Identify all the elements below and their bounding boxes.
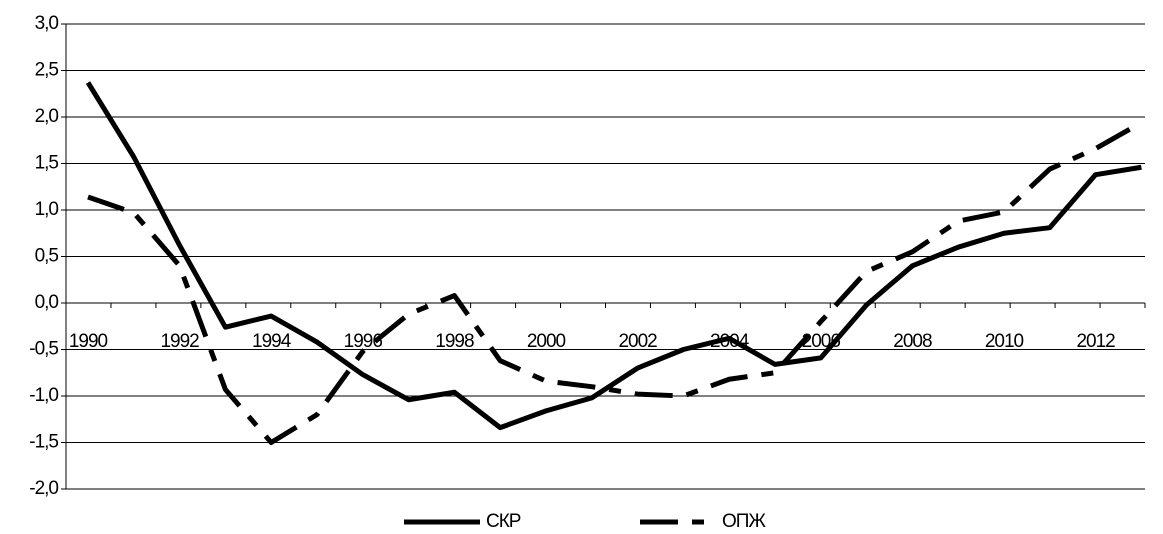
y-tick-label: 3,0 (35, 13, 59, 34)
legend-label: ОПЖ (722, 511, 766, 532)
x-tick-label: 1990 (69, 331, 108, 352)
y-tick-label: 0,0 (35, 292, 59, 313)
series-line (87, 120, 1143, 445)
y-tick-label: 2,0 (35, 106, 59, 127)
y-tick-label: 0,5 (35, 246, 59, 267)
y-tick-label: 1,5 (35, 153, 59, 174)
series-line (85, 81, 1142, 431)
x-tick-label: 2008 (893, 331, 932, 352)
x-tick-label: 2012 (1076, 331, 1115, 352)
x-tick-label: 1996 (344, 331, 383, 352)
y-tick-label: -2,0 (29, 478, 58, 499)
x-tick-label: 2002 (618, 331, 657, 352)
x-tick-label: 1998 (435, 331, 474, 352)
legend-label: СКР (486, 511, 521, 532)
x-tick-label: 2010 (985, 331, 1024, 352)
y-tick-label: -1,5 (29, 432, 58, 453)
y-tick-label: 1,0 (35, 199, 59, 220)
x-tick-label: 1994 (252, 331, 292, 352)
x-tick-label: 2000 (527, 331, 566, 352)
y-tick-label: -1,0 (29, 385, 58, 406)
y-tick-label: -0,5 (29, 339, 58, 360)
y-tick-label: 2,5 (35, 60, 59, 81)
x-tick-label: 1992 (160, 331, 199, 352)
